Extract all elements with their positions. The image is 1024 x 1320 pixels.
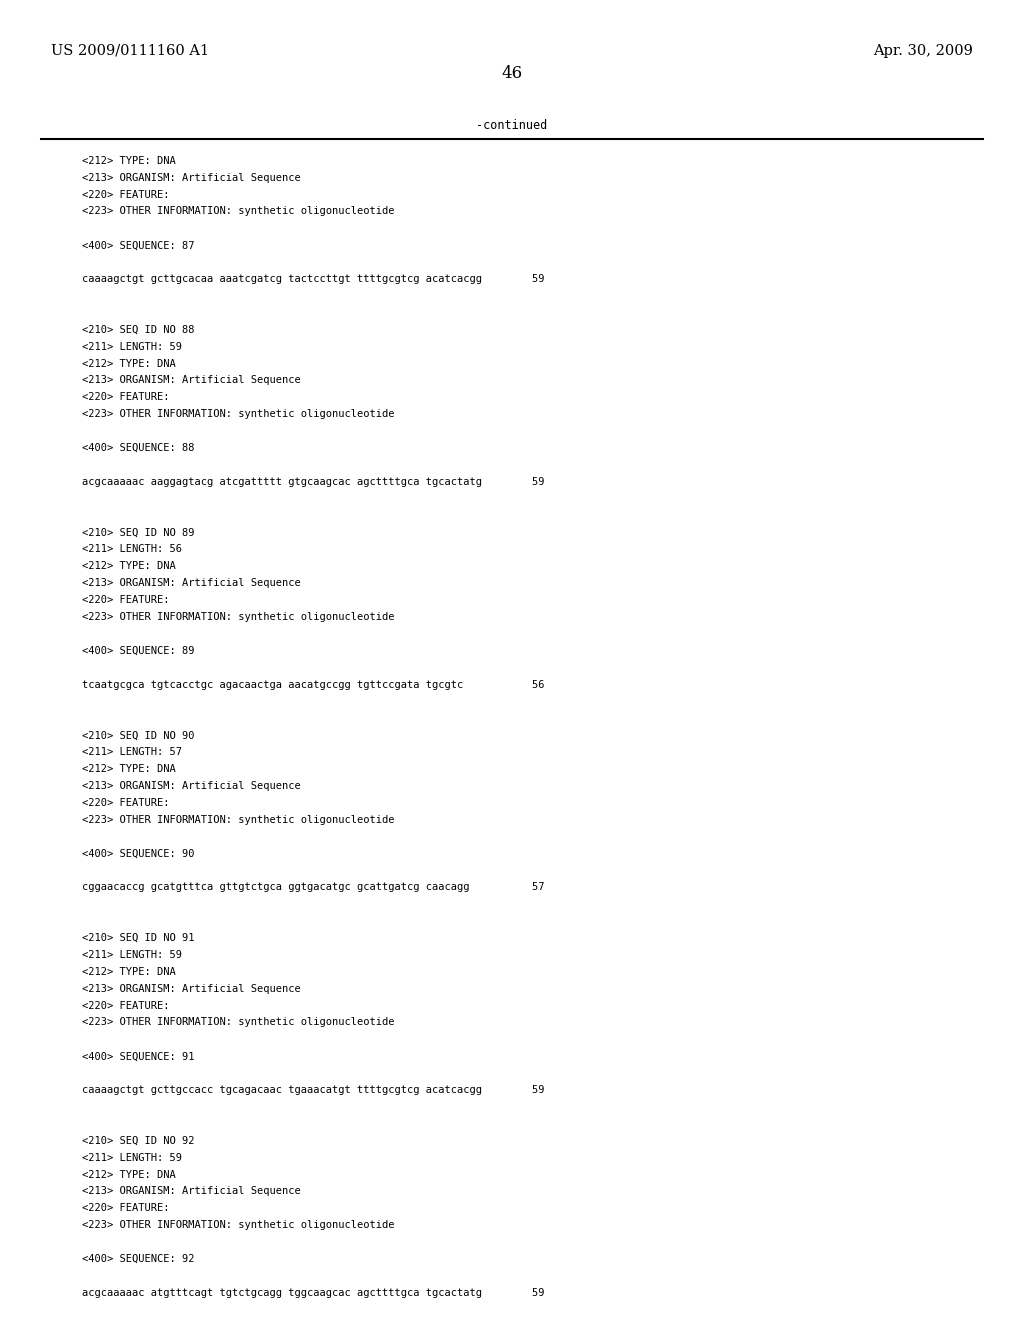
Text: <400> SEQUENCE: 89: <400> SEQUENCE: 89 (82, 645, 195, 656)
Text: <211> LENGTH: 56: <211> LENGTH: 56 (82, 544, 182, 554)
Text: <223> OTHER INFORMATION: synthetic oligonucleotide: <223> OTHER INFORMATION: synthetic oligo… (82, 1018, 394, 1027)
Text: acgcaaaaac aaggagtacg atcgattttt gtgcaagcac agcttttgca tgcactatg        59: acgcaaaaac aaggagtacg atcgattttt gtgcaag… (82, 477, 545, 487)
Text: tcaatgcgca tgtcacctgc agacaactga aacatgccgg tgttccgata tgcgtc           56: tcaatgcgca tgtcacctgc agacaactga aacatgc… (82, 680, 545, 689)
Text: <213> ORGANISM: Artificial Sequence: <213> ORGANISM: Artificial Sequence (82, 578, 301, 589)
Text: <212> TYPE: DNA: <212> TYPE: DNA (82, 966, 176, 977)
Text: <223> OTHER INFORMATION: synthetic oligonucleotide: <223> OTHER INFORMATION: synthetic oligo… (82, 814, 394, 825)
Text: caaaagctgt gcttgccacc tgcagacaac tgaaacatgt ttttgcgtcg acatcacgg        59: caaaagctgt gcttgccacc tgcagacaac tgaaaca… (82, 1085, 545, 1096)
Text: <211> LENGTH: 59: <211> LENGTH: 59 (82, 950, 182, 960)
Text: <213> ORGANISM: Artificial Sequence: <213> ORGANISM: Artificial Sequence (82, 983, 301, 994)
Text: <220> FEATURE:: <220> FEATURE: (82, 190, 169, 199)
Text: <212> TYPE: DNA: <212> TYPE: DNA (82, 561, 176, 572)
Text: <210> SEQ ID NO 90: <210> SEQ ID NO 90 (82, 730, 195, 741)
Text: <400> SEQUENCE: 90: <400> SEQUENCE: 90 (82, 849, 195, 858)
Text: acgcaaaaac atgtttcagt tgtctgcagg tggcaagcac agcttttgca tgcactatg        59: acgcaaaaac atgtttcagt tgtctgcagg tggcaag… (82, 1288, 545, 1298)
Text: <212> TYPE: DNA: <212> TYPE: DNA (82, 156, 176, 166)
Text: <211> LENGTH: 59: <211> LENGTH: 59 (82, 342, 182, 351)
Text: <213> ORGANISM: Artificial Sequence: <213> ORGANISM: Artificial Sequence (82, 781, 301, 791)
Text: <212> TYPE: DNA: <212> TYPE: DNA (82, 1170, 176, 1180)
Text: <210> SEQ ID NO 91: <210> SEQ ID NO 91 (82, 933, 195, 942)
Text: <210> SEQ ID NO 89: <210> SEQ ID NO 89 (82, 528, 195, 537)
Text: cggaacaccg gcatgtttca gttgtctgca ggtgacatgc gcattgatcg caacagg          57: cggaacaccg gcatgtttca gttgtctgca ggtgaca… (82, 882, 545, 892)
Text: <223> OTHER INFORMATION: synthetic oligonucleotide: <223> OTHER INFORMATION: synthetic oligo… (82, 1220, 394, 1230)
Text: <400> SEQUENCE: 92: <400> SEQUENCE: 92 (82, 1254, 195, 1265)
Text: <400> SEQUENCE: 91: <400> SEQUENCE: 91 (82, 1051, 195, 1061)
Text: <210> SEQ ID NO 88: <210> SEQ ID NO 88 (82, 325, 195, 335)
Text: <212> TYPE: DNA: <212> TYPE: DNA (82, 764, 176, 774)
Text: <212> TYPE: DNA: <212> TYPE: DNA (82, 359, 176, 368)
Text: 46: 46 (502, 65, 522, 82)
Text: <213> ORGANISM: Artificial Sequence: <213> ORGANISM: Artificial Sequence (82, 1187, 301, 1196)
Text: Apr. 30, 2009: Apr. 30, 2009 (872, 44, 973, 58)
Text: <223> OTHER INFORMATION: synthetic oligonucleotide: <223> OTHER INFORMATION: synthetic oligo… (82, 612, 394, 622)
Text: -continued: -continued (476, 119, 548, 132)
Text: <211> LENGTH: 57: <211> LENGTH: 57 (82, 747, 182, 758)
Text: <223> OTHER INFORMATION: synthetic oligonucleotide: <223> OTHER INFORMATION: synthetic oligo… (82, 409, 394, 420)
Text: <220> FEATURE:: <220> FEATURE: (82, 595, 169, 605)
Text: <213> ORGANISM: Artificial Sequence: <213> ORGANISM: Artificial Sequence (82, 375, 301, 385)
Text: <220> FEATURE:: <220> FEATURE: (82, 797, 169, 808)
Text: <220> FEATURE:: <220> FEATURE: (82, 1001, 169, 1011)
Text: <400> SEQUENCE: 88: <400> SEQUENCE: 88 (82, 444, 195, 453)
Text: <223> OTHER INFORMATION: synthetic oligonucleotide: <223> OTHER INFORMATION: synthetic oligo… (82, 206, 394, 216)
Text: <210> SEQ ID NO 92: <210> SEQ ID NO 92 (82, 1135, 195, 1146)
Text: <220> FEATURE:: <220> FEATURE: (82, 1204, 169, 1213)
Text: <400> SEQUENCE: 87: <400> SEQUENCE: 87 (82, 240, 195, 251)
Text: US 2009/0111160 A1: US 2009/0111160 A1 (51, 44, 209, 58)
Text: caaaagctgt gcttgcacaa aaatcgatcg tactccttgt ttttgcgtcg acatcacgg        59: caaaagctgt gcttgcacaa aaatcgatcg tactcct… (82, 275, 545, 284)
Text: <213> ORGANISM: Artificial Sequence: <213> ORGANISM: Artificial Sequence (82, 173, 301, 182)
Text: <220> FEATURE:: <220> FEATURE: (82, 392, 169, 403)
Text: <211> LENGTH: 59: <211> LENGTH: 59 (82, 1152, 182, 1163)
